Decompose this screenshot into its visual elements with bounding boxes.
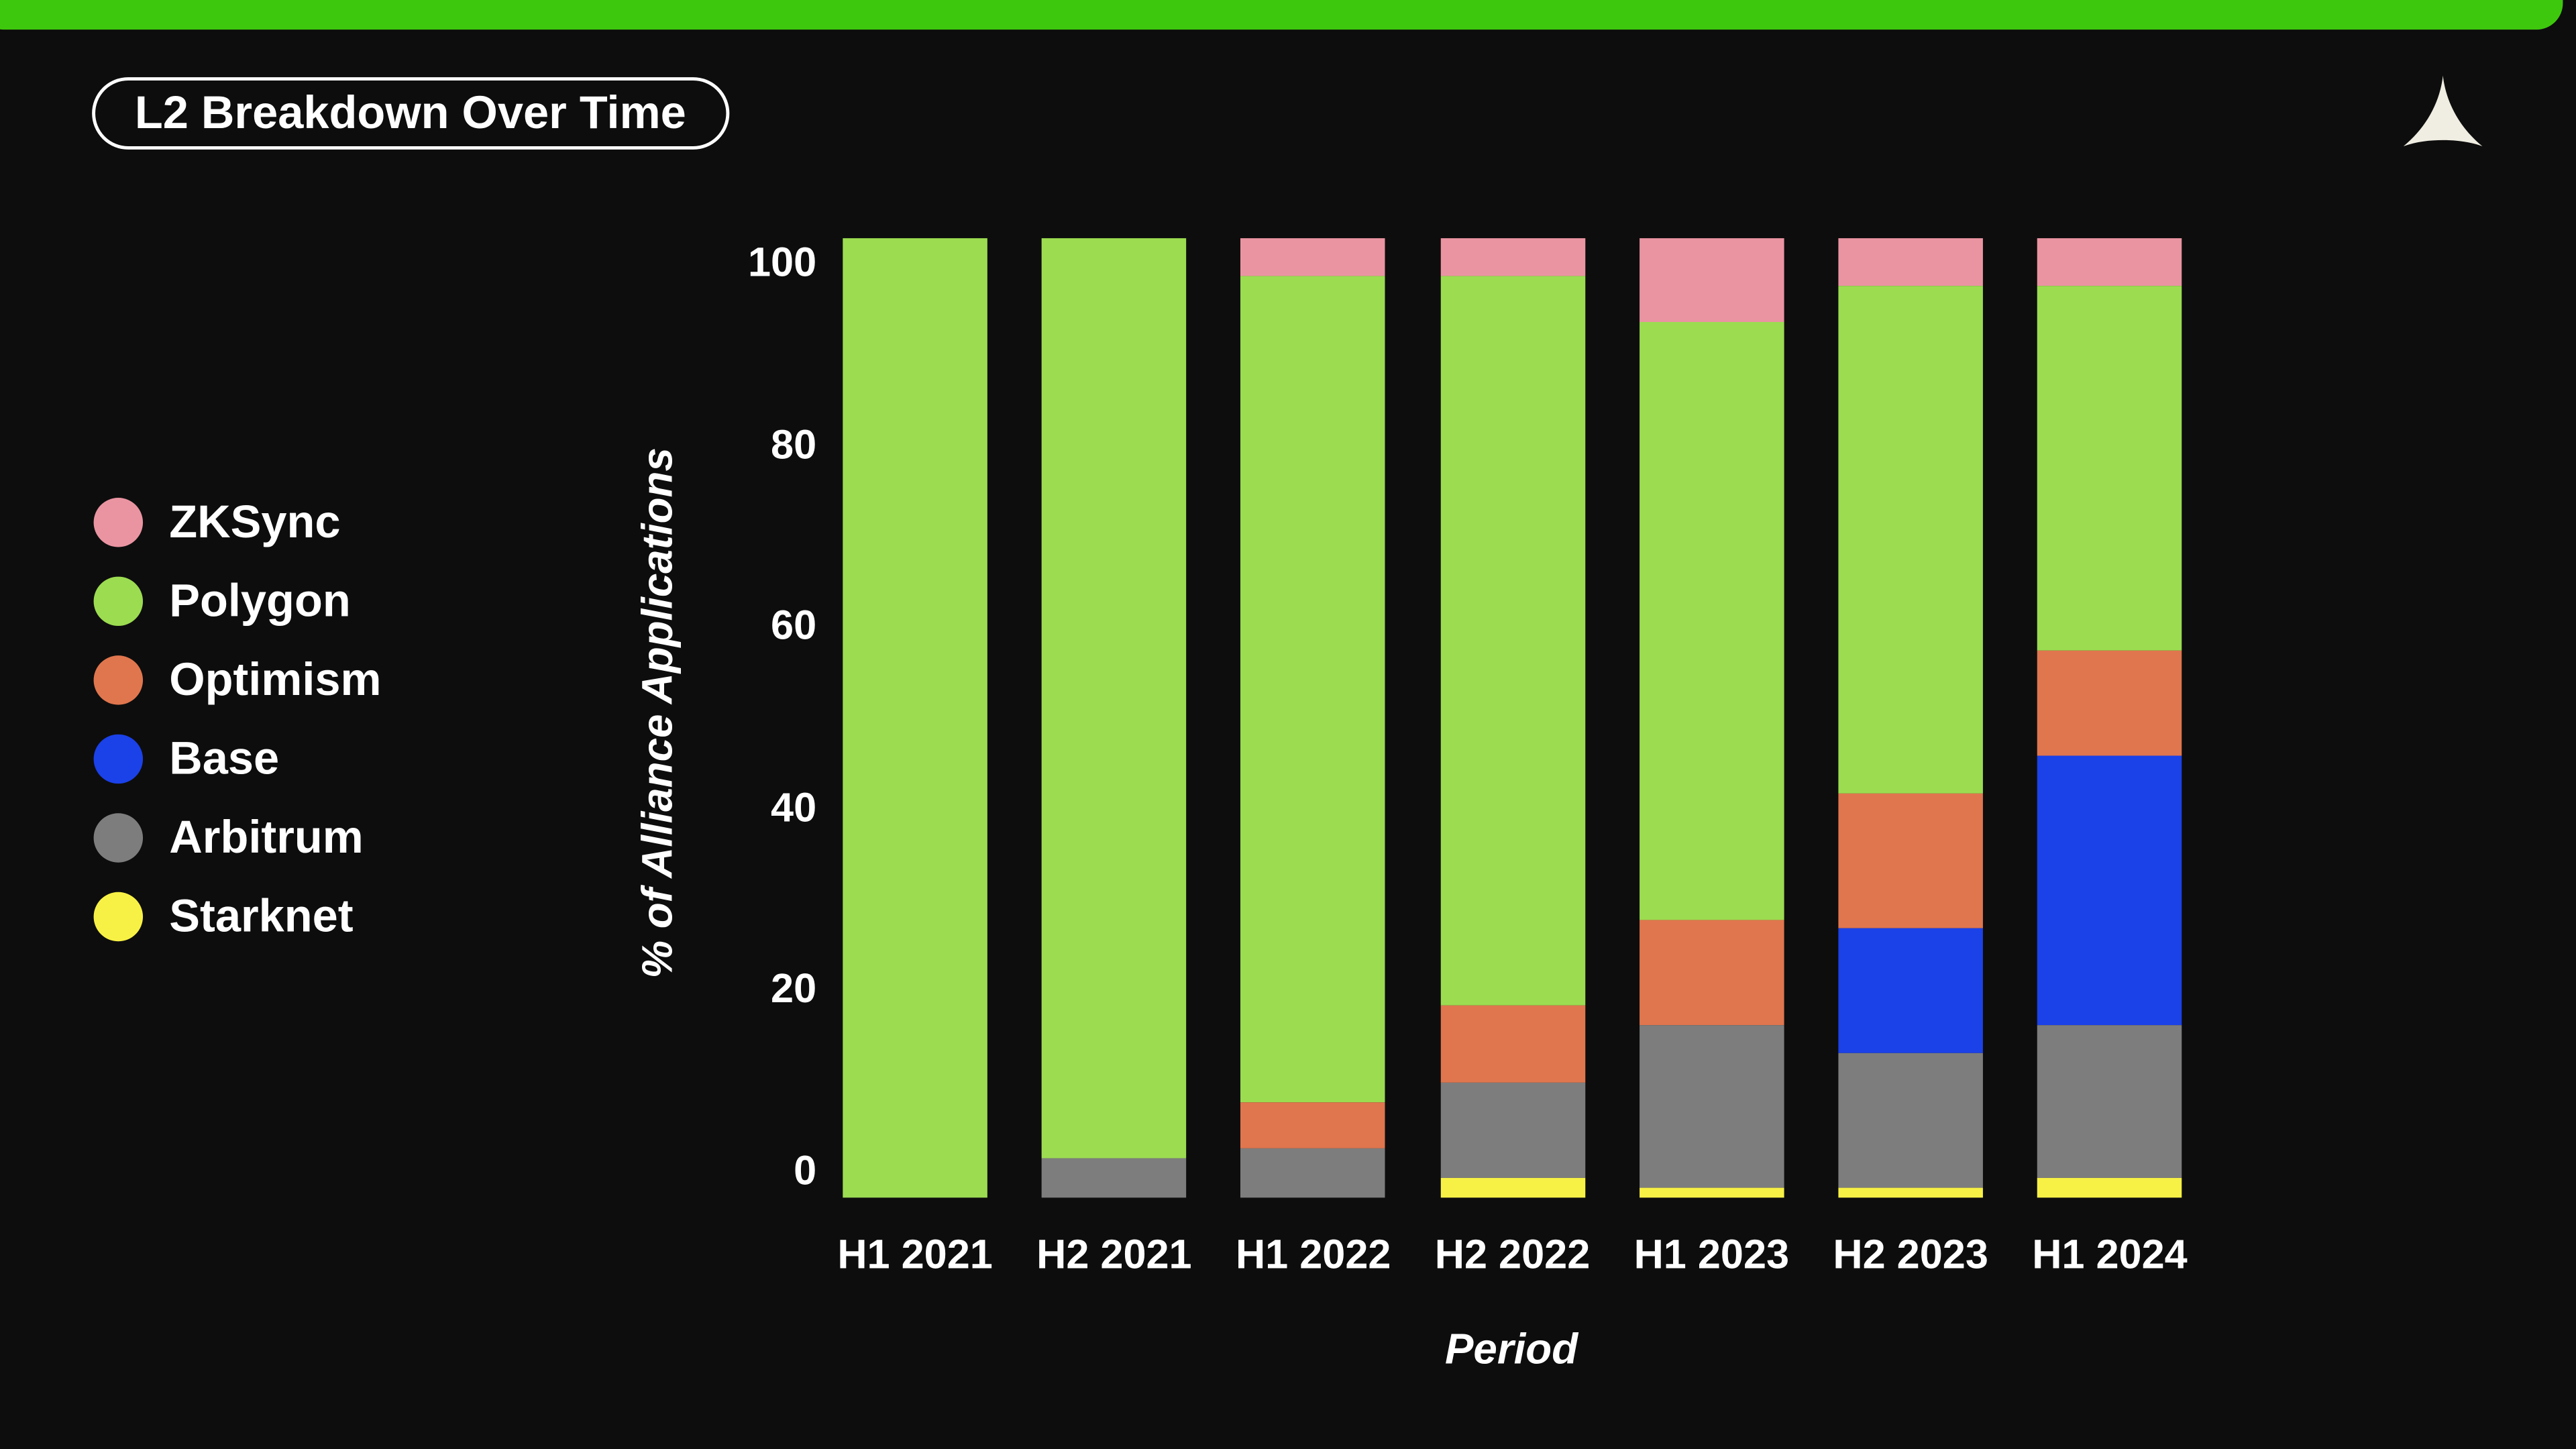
x-axis-title: Period <box>1444 1324 1578 1374</box>
y-axis-tick-label: 60 <box>771 603 817 649</box>
y-axis-tick-label: 0 <box>794 1148 817 1195</box>
legend-label: Base <box>169 733 280 784</box>
x-axis-tick-label: H1 2023 <box>1633 1232 1790 1279</box>
legend-item-optimism: Optimism <box>93 641 382 720</box>
y-axis-tick-label: 40 <box>771 785 817 831</box>
bar-segment-starknet <box>1838 1187 1983 1198</box>
stacked-bar-h1-2021 <box>843 238 987 1198</box>
x-axis-tick-label: H2 2023 <box>1833 1232 1988 1279</box>
bar-segment-starknet <box>1639 1187 1784 1198</box>
bar-segment-optimism <box>1240 1102 1386 1149</box>
legend-item-base: Base <box>93 720 382 799</box>
bar-segment-zksync <box>2037 238 2182 286</box>
stacked-bar-h1-2023 <box>1639 238 1784 1198</box>
legend-label: Optimism <box>169 653 382 705</box>
x-axis-tick-label: H2 2021 <box>1036 1232 1192 1279</box>
bar-segment-arbitrum <box>1042 1158 1187 1198</box>
bar-segment-arbitrum <box>2037 1026 2182 1179</box>
bar-segment-polygon <box>1838 286 1983 794</box>
bar-segment-arbitrum <box>1838 1053 1983 1188</box>
bar-segment-arbitrum <box>1440 1082 1585 1178</box>
legend-item-zksync: ZKSync <box>93 483 382 562</box>
bar-segment-polygon <box>1240 275 1386 1102</box>
bar-segment-optimism <box>1440 1006 1585 1083</box>
stacked-bar-h1-2024 <box>2037 238 2182 1198</box>
bar-segment-polygon <box>1639 321 1784 920</box>
bar-segment-base <box>1838 928 1983 1053</box>
y-axis-tick-label: 100 <box>747 239 817 286</box>
bar-segment-base <box>2037 756 2182 1026</box>
legend-swatch-arbitrum <box>93 813 144 863</box>
bar-segment-polygon <box>2037 285 2182 651</box>
y-axis-tick-label: 20 <box>771 966 817 1013</box>
stacked-bar-h2-2021 <box>1042 238 1187 1198</box>
stacked-bar-h2-2023 <box>1838 238 1983 1198</box>
bar-segment-zksync <box>1838 238 1983 286</box>
x-axis-tick-label: H1 2021 <box>837 1232 993 1279</box>
bar-segment-zksync <box>1240 238 1386 276</box>
x-axis-tick-label: H1 2022 <box>1235 1232 1391 1279</box>
legend-label: Polygon <box>169 575 351 627</box>
bar-segment-starknet <box>1440 1177 1585 1198</box>
top-accent-bar <box>0 0 2563 30</box>
artemis-triangle-logo-icon <box>2403 75 2483 146</box>
bar-segment-polygon <box>843 238 987 1198</box>
chart-title-pill: L2 Breakdown Over Time <box>92 77 729 150</box>
bar-segment-optimism <box>1838 794 1983 929</box>
chart-title: L2 Breakdown Over Time <box>134 87 686 138</box>
bar-segment-starknet <box>2037 1178 2182 1198</box>
bar-segment-polygon <box>1042 238 1187 1159</box>
legend-item-starknet: Starknet <box>93 877 382 957</box>
bar-segment-polygon <box>1440 275 1585 1006</box>
stacked-bar-h1-2022 <box>1240 238 1386 1198</box>
bar-segment-zksync <box>1440 238 1585 276</box>
bar-segment-arbitrum <box>1639 1026 1784 1188</box>
legend-label: Arbitrum <box>169 811 364 863</box>
legend-swatch-zksync <box>93 498 144 547</box>
legend-item-polygon: Polygon <box>93 562 382 641</box>
legend-swatch-optimism <box>93 655 144 705</box>
y-axis-title: % of Alliance Applications <box>632 447 682 979</box>
legend: ZKSync Polygon Optimism Base Arbitrum Starkne… <box>93 483 382 957</box>
legend-swatch-base <box>93 734 144 784</box>
legend-label: Starknet <box>169 890 354 942</box>
y-axis-tick-label: 80 <box>771 421 817 468</box>
bar-segment-optimism <box>2037 651 2182 757</box>
bar-segment-arbitrum <box>1240 1148 1386 1198</box>
x-axis-tick-label: H1 2024 <box>2032 1232 2188 1279</box>
legend-swatch-starknet <box>93 892 144 942</box>
stacked-bar-h2-2022 <box>1440 238 1585 1198</box>
bar-segment-zksync <box>1639 238 1784 322</box>
legend-label: ZKSync <box>169 496 341 547</box>
legend-swatch-polygon <box>93 576 144 627</box>
legend-item-arbitrum: Arbitrum <box>93 798 382 877</box>
x-axis-tick-label: H2 2022 <box>1434 1232 1591 1279</box>
bar-segment-optimism <box>1639 919 1784 1026</box>
